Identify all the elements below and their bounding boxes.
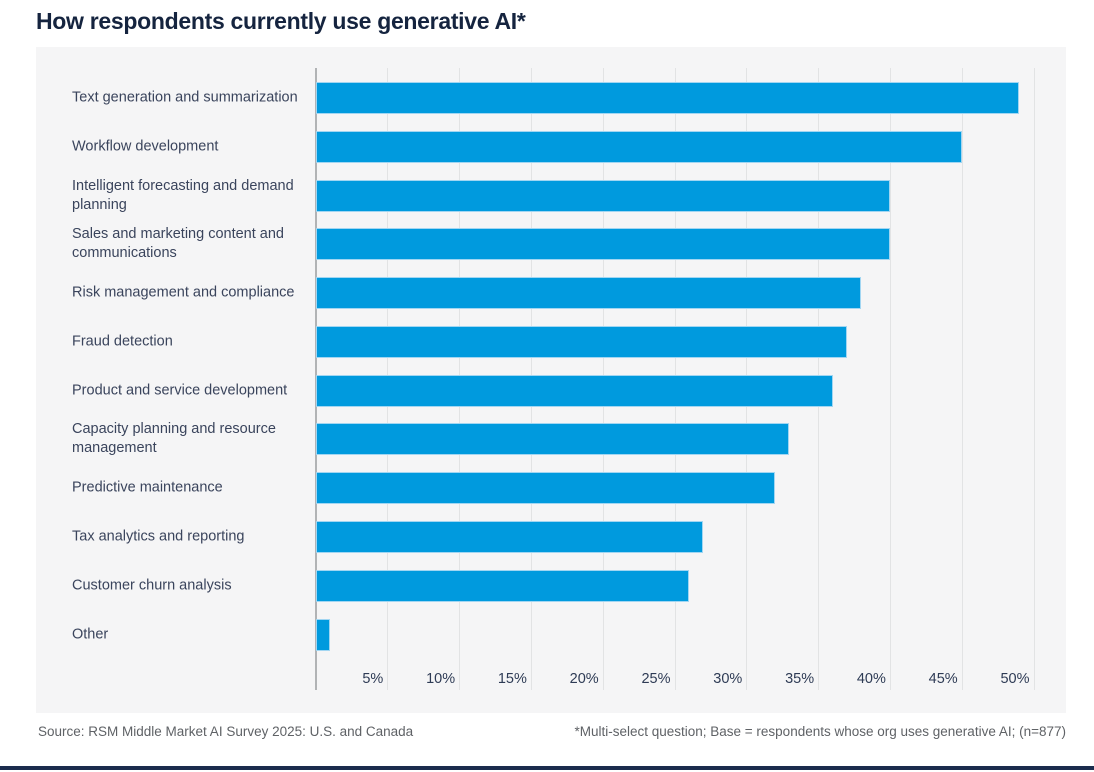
chart-panel: 5% 10% 15% 20% 25% 30% 35% 40% 45% 50% Text genera… xyxy=(36,47,1066,713)
category-label: Workflow development xyxy=(72,138,219,155)
source-text: Source: RSM Middle Market AI Survey 2025… xyxy=(38,723,414,739)
x-tick-label: 5% xyxy=(362,671,384,687)
bar-segment xyxy=(315,130,962,163)
x-tick-label: 20% xyxy=(569,671,599,687)
category-label: Product and service development xyxy=(72,382,288,399)
bar-segment xyxy=(315,228,890,261)
gridline-45pct xyxy=(961,68,963,690)
category-label: Other xyxy=(72,626,109,642)
bar-segment xyxy=(315,325,847,358)
bar-segment xyxy=(315,520,704,553)
category-label: Sales and marketing content and communic… xyxy=(72,226,284,262)
x-tick-label: 30% xyxy=(713,671,743,687)
footnote-text: *Multi-select question; Base = responden… xyxy=(574,723,1066,739)
category-label: Tax analytics and reporting xyxy=(72,528,245,545)
x-tick-label: 15% xyxy=(497,671,527,687)
x-tick-label: 25% xyxy=(641,671,671,687)
x-tick-label: 50% xyxy=(1000,671,1030,687)
bar-segment xyxy=(315,618,330,651)
bar-segment xyxy=(315,569,689,602)
gridline-50pct xyxy=(1033,68,1035,690)
category-label: Capacity planning and resource managemen… xyxy=(72,421,276,457)
x-tick-label: 40% xyxy=(856,671,886,687)
category-label: Intelligent forecasting and demand plann… xyxy=(72,177,294,213)
bottom-rule xyxy=(0,766,1094,770)
footer: Source: RSM Middle Market AI Survey 2025… xyxy=(38,721,1066,741)
gridline-40pct xyxy=(889,68,891,690)
chart-title: How respondents currently use generative… xyxy=(36,8,526,34)
bar-segment xyxy=(315,179,890,212)
category-label: Text generation and summarization xyxy=(72,89,298,106)
x-tick-label: 45% xyxy=(928,671,958,687)
bar-segment xyxy=(315,277,862,310)
category-label: Fraud detection xyxy=(72,333,173,350)
category-label: Predictive maintenance xyxy=(72,479,223,496)
bar-segment xyxy=(315,423,790,456)
bar-segment xyxy=(315,82,1020,114)
bar-segment xyxy=(315,472,775,505)
bar-segment xyxy=(315,374,833,407)
x-tick-label: 35% xyxy=(785,671,815,687)
x-tick-label: 10% xyxy=(426,671,456,687)
category-label: Customer churn analysis xyxy=(72,577,232,594)
category-label: Risk management and compliance xyxy=(72,284,295,301)
